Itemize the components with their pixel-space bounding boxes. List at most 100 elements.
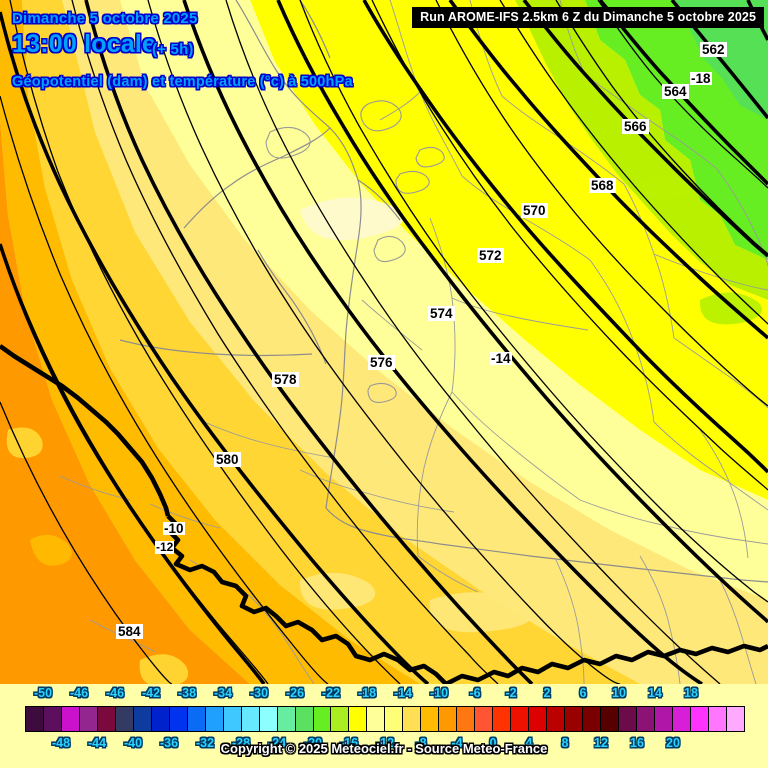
colorbar-tick-label: -24 xyxy=(267,736,287,750)
colorbar-swatch xyxy=(565,707,584,731)
geopotential-label: 570 xyxy=(521,203,548,218)
colorbar-tick-label: -34 xyxy=(213,686,233,700)
colorbar-tick-label: -30 xyxy=(249,686,269,700)
colorbar-tick-label: 2 xyxy=(543,686,551,700)
field-noise-patches xyxy=(6,174,762,684)
copyright-text: Copyright © 2025 Meteociel.fr - Source M… xyxy=(220,741,548,756)
geopotential-label: 562 xyxy=(700,42,727,57)
temperature-label: -10 xyxy=(163,521,185,536)
coastline-layer xyxy=(119,0,768,583)
colorbar-tick-label: -46 xyxy=(105,686,125,700)
colorbar-tick-label: -12 xyxy=(375,736,395,750)
colorbar-tick-label: 6 xyxy=(579,686,587,700)
colorbar-swatch xyxy=(439,707,458,731)
colorbar-tick-label: -32 xyxy=(195,736,215,750)
colorbar-tick-label: -26 xyxy=(285,686,305,700)
colorbar-swatch xyxy=(672,707,691,731)
colorbar-tick-label: -48 xyxy=(51,736,71,750)
lake-outlines xyxy=(265,100,445,403)
colorbar-swatch xyxy=(97,707,116,731)
colorbar-swatch xyxy=(618,707,637,731)
colorbar-swatch xyxy=(690,707,709,731)
colorbar-tick-label: -28 xyxy=(231,736,251,750)
geopotential-label: 568 xyxy=(589,178,616,193)
geopotential-label: 564 xyxy=(662,84,689,99)
colorbar-tick-label: -44 xyxy=(87,736,107,750)
colorbar-swatch xyxy=(187,707,206,731)
band-minus10 xyxy=(62,0,768,684)
colorbar-swatch xyxy=(205,707,224,731)
map-field-svg xyxy=(0,0,768,684)
colorbar-swatch xyxy=(385,707,404,731)
temperature-label: -14 xyxy=(490,351,512,366)
colorbar-tick-label: 12 xyxy=(594,736,608,750)
colorbar-swatch xyxy=(421,707,440,731)
forecast-time: 13:00 locale xyxy=(12,30,157,58)
contour-574 xyxy=(276,0,768,624)
colorbar-tick-label: 8 xyxy=(561,736,569,750)
colorbar-swatch xyxy=(601,707,619,731)
colorbar-swatch xyxy=(475,707,494,731)
colorbar-tick-label: -36 xyxy=(159,736,179,750)
weather-map-canvas[interactable]: 562 564 566 568 570 572 574 576 578 580 … xyxy=(0,0,768,684)
colorbar-swatch xyxy=(708,707,727,731)
geopotential-label: 580 xyxy=(214,452,241,467)
colorbar-tick-label: 16 xyxy=(630,736,644,750)
colorbar-swatch xyxy=(61,707,80,731)
colorbar-tick-label: -6 xyxy=(469,686,481,700)
colorbar-swatch xyxy=(151,707,170,731)
colorbar-tick-label: -50 xyxy=(33,686,53,700)
colorbar-swatch xyxy=(26,707,44,731)
colorbar-tick-label: -16 xyxy=(339,736,359,750)
geopotential-label: 572 xyxy=(477,248,504,263)
national-border xyxy=(0,344,768,684)
colorbar-swatch xyxy=(529,707,548,731)
colorbar-tick-label: -40 xyxy=(123,736,143,750)
colorbar-tick-label: -22 xyxy=(321,686,341,700)
colorbar-swatch xyxy=(636,707,655,731)
colorbar-swatch xyxy=(115,707,134,731)
colorbar-tick-label: -46 xyxy=(69,686,89,700)
colorbar-tick-label: -8 xyxy=(415,736,427,750)
band-minus12 xyxy=(120,0,768,600)
colorbar-swatch xyxy=(133,707,152,731)
colorbar-swatch xyxy=(511,707,530,731)
colorbar-swatch xyxy=(313,707,332,731)
contour-580 xyxy=(0,11,430,684)
model-run-banner: Run AROME-IFS 2.5km 6 Z du Dimanche 5 oc… xyxy=(412,7,764,28)
colorbar-tick-label: -38 xyxy=(177,686,197,700)
colorbar-swatch xyxy=(169,707,188,731)
colorbar-swatch xyxy=(583,707,601,731)
parameter-title: Géopotentiel (dam) et température (°c) à… xyxy=(12,74,353,90)
band-minus8 xyxy=(22,0,640,684)
colorbar-swatch xyxy=(259,707,278,731)
colorbar-tick-label: 14 xyxy=(648,686,662,700)
forecast-offset: (+ 5h) xyxy=(152,41,194,58)
colorbar-tick-label: 18 xyxy=(684,686,698,700)
colorbar-tick-label: 0 xyxy=(489,736,497,750)
colorbar-swatch xyxy=(331,707,350,731)
colorbar-swatch xyxy=(349,707,368,731)
forecast-date: Dimanche 5 octobre 2025 xyxy=(12,10,198,27)
geopotential-label: 566 xyxy=(622,119,649,134)
colorbar-tick-label: -42 xyxy=(141,686,161,700)
band-minus6 xyxy=(0,0,420,684)
colorbar-tick-label: -4 xyxy=(451,736,463,750)
contour-584 xyxy=(0,243,266,684)
band-minus16 xyxy=(515,0,768,300)
colorbar-tick-label: 20 xyxy=(666,736,680,750)
temperature-colorbar[interactable] xyxy=(25,706,745,732)
temperature-label: -12 xyxy=(155,540,175,554)
colorbar-swatch xyxy=(493,707,512,731)
band-minus14 xyxy=(250,0,768,500)
colorbar-swatch xyxy=(277,707,296,731)
colorbar-tick-label: 4 xyxy=(525,736,533,750)
geopotential-label: 576 xyxy=(368,355,395,370)
colorbar-swatch xyxy=(79,707,98,731)
colorbar-swatch xyxy=(223,707,242,731)
colorbar-swatch xyxy=(726,707,744,731)
geopotential-contours xyxy=(0,0,768,684)
contour-572 xyxy=(362,0,768,474)
contour-566 xyxy=(598,0,768,186)
